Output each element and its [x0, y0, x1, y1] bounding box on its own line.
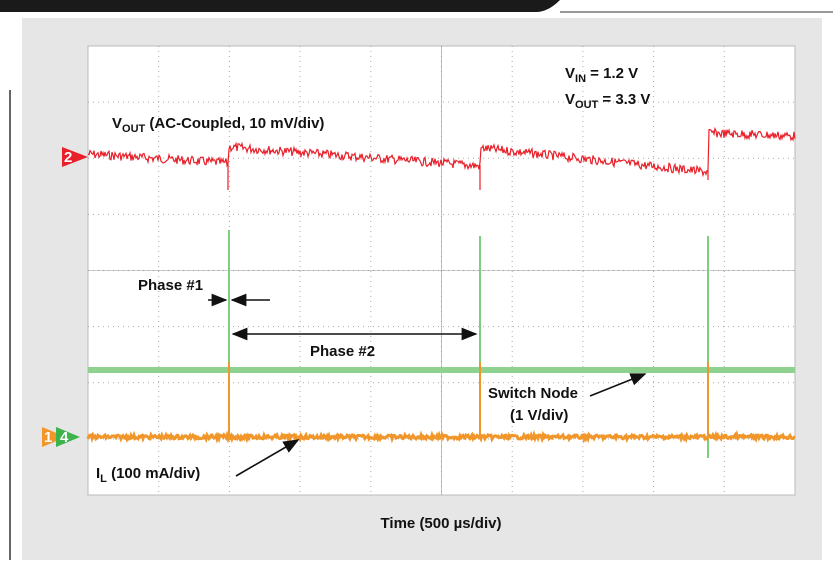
header-bar	[0, 0, 560, 12]
arrows	[208, 293, 647, 477]
grid	[88, 46, 795, 495]
x-axis-label: Time (500 µs/div)	[381, 515, 502, 532]
channel-marker	[62, 147, 88, 167]
vout-setting-label: VOUT = 3.3 V	[565, 91, 650, 111]
phase2-label: Phase #2	[310, 343, 375, 360]
switch-node-label: Switch Node	[488, 385, 578, 402]
vin-label: VIN = 1.2 V	[565, 65, 638, 85]
il-trace-label: IL (100 mA/div)	[96, 465, 200, 485]
switch-node-scale: (1 V/div)	[510, 407, 568, 424]
channel-label: 1	[44, 429, 52, 446]
vout-trace	[87, 126, 796, 190]
channel-label: 2	[64, 149, 72, 166]
channel-marker	[42, 427, 66, 447]
traces	[86, 126, 796, 458]
channel-label: 4	[60, 429, 69, 446]
channel-marker	[56, 427, 80, 447]
vout-trace-label: VOUT (AC-Coupled, 10 mV/div)	[112, 115, 324, 135]
phase1-label: Phase #1	[138, 277, 203, 294]
il-trace	[86, 429, 796, 444]
